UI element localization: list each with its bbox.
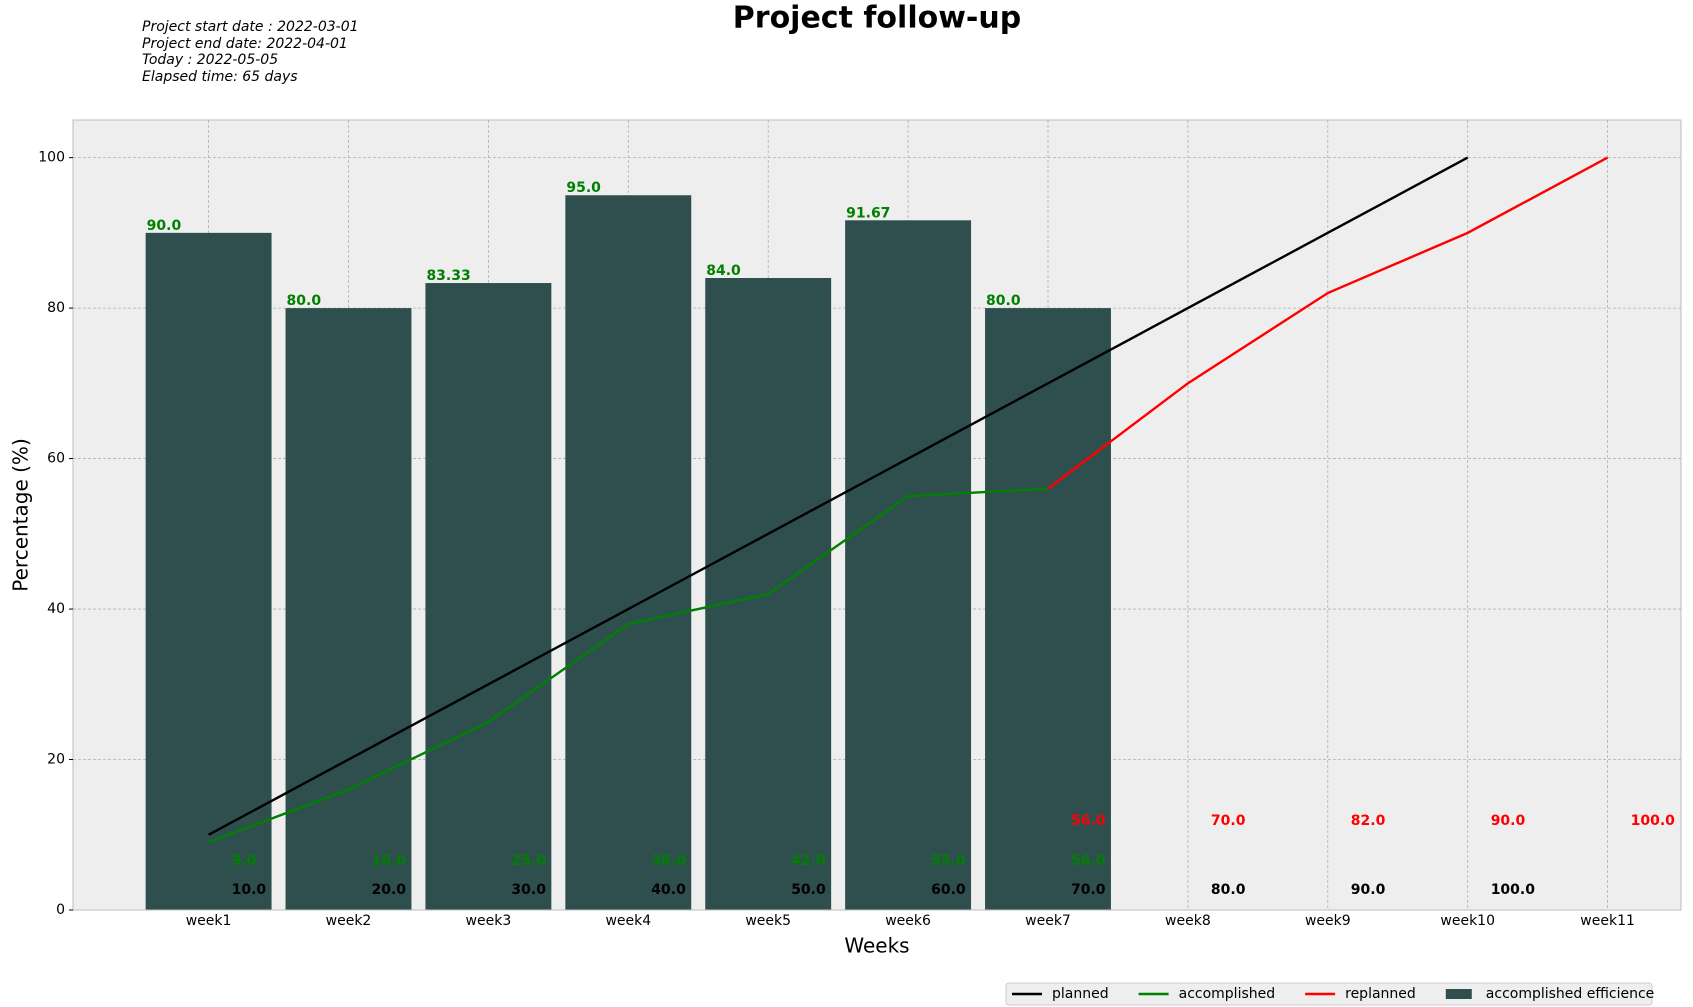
x-tick-label: week7 bbox=[1025, 913, 1071, 929]
bar-value-label: 95.0 bbox=[566, 180, 601, 196]
y-tick-label: 100 bbox=[38, 150, 65, 166]
bar bbox=[845, 220, 972, 911]
bar-value-label: 80.0 bbox=[287, 293, 322, 309]
line-value-label: 100.0 bbox=[1631, 813, 1676, 829]
line-value-label: 56.0 bbox=[1071, 853, 1106, 869]
legend: planned accomplished replanned accomplished… bbox=[1005, 982, 1655, 1006]
x-tick-label: week2 bbox=[326, 913, 372, 929]
bars bbox=[145, 195, 1111, 911]
info-line: Project start date : 2022-03-01 bbox=[142, 19, 359, 35]
info-line: Today : 2022-05-05 bbox=[142, 52, 278, 68]
x-tick-label: week3 bbox=[466, 913, 512, 929]
y-tick-label: 60 bbox=[47, 451, 65, 467]
y-axis-label: Percentage (%) bbox=[9, 438, 33, 591]
legend-label: accomplished bbox=[1179, 986, 1276, 1002]
legend-label: replanned bbox=[1345, 986, 1416, 1002]
bar bbox=[145, 232, 272, 910]
line-value-label: 9.0 bbox=[232, 853, 257, 869]
line bbox=[208, 487, 1049, 844]
bar-value-label: 91.67 bbox=[846, 205, 890, 221]
line-value-label: 30.0 bbox=[511, 882, 546, 898]
line-value-label: 80.0 bbox=[1211, 882, 1246, 898]
lines bbox=[208, 156, 1609, 844]
info-line: Project end date: 2022-04-01 bbox=[142, 36, 348, 52]
x-tick-label: week1 bbox=[186, 913, 232, 929]
line-value-label: 20.0 bbox=[372, 882, 407, 898]
line-value-label: 55.0 bbox=[931, 853, 966, 869]
line-value-label: 10.0 bbox=[232, 882, 267, 898]
line bbox=[208, 156, 1469, 836]
bar-value-label: 90.0 bbox=[147, 218, 182, 234]
x-tick-label: week9 bbox=[1305, 913, 1351, 929]
line-value-label: 38.0 bbox=[651, 853, 686, 869]
bar bbox=[285, 308, 412, 911]
line-value-label: 90.0 bbox=[1491, 813, 1526, 829]
bar-value-label: 84.0 bbox=[706, 263, 741, 279]
bar bbox=[985, 308, 1111, 911]
y-tick-label: 0 bbox=[56, 902, 65, 918]
x-tick-label: week5 bbox=[745, 913, 791, 929]
line-value-label: 25.0 bbox=[511, 853, 546, 869]
line-value-label: 100.0 bbox=[1491, 882, 1536, 898]
line-value-label: 60.0 bbox=[931, 882, 966, 898]
line-value-label: 50.0 bbox=[791, 882, 826, 898]
bar-value-label: 80.0 bbox=[986, 293, 1021, 309]
line-value-label: 16.0 bbox=[372, 853, 407, 869]
y-tick-label: 20 bbox=[47, 752, 65, 768]
legend-swatch bbox=[1445, 989, 1472, 999]
bar bbox=[425, 283, 552, 910]
x-tick-label: week10 bbox=[1440, 913, 1495, 929]
bar-value-label: 83.33 bbox=[426, 268, 470, 284]
x-tick-label: week8 bbox=[1165, 913, 1211, 929]
line-value-label: 56.0 bbox=[1071, 813, 1106, 829]
line-value-label: 82.0 bbox=[1351, 813, 1386, 829]
x-tick-label: week4 bbox=[605, 913, 651, 929]
x-axis-label: Weeks bbox=[844, 934, 909, 958]
x-tick-label: week6 bbox=[885, 913, 931, 929]
x-tick-label: week11 bbox=[1580, 913, 1635, 929]
legend-label: planned bbox=[1052, 986, 1109, 1002]
chart-title: Project follow-up bbox=[733, 1, 1021, 36]
y-tick-label: 80 bbox=[47, 300, 65, 316]
info-line: Elapsed time: 65 days bbox=[142, 69, 298, 85]
line-value-label: 70.0 bbox=[1211, 813, 1246, 829]
line-value-label: 40.0 bbox=[651, 882, 686, 898]
line bbox=[1047, 156, 1609, 490]
bar bbox=[565, 195, 692, 910]
legend-label: accomplished efficience bbox=[1486, 986, 1655, 1002]
line-value-label: 70.0 bbox=[1071, 882, 1106, 898]
line-value-label: 42.0 bbox=[791, 853, 826, 869]
y-tick-label: 40 bbox=[47, 601, 65, 617]
line-value-label: 90.0 bbox=[1351, 882, 1386, 898]
